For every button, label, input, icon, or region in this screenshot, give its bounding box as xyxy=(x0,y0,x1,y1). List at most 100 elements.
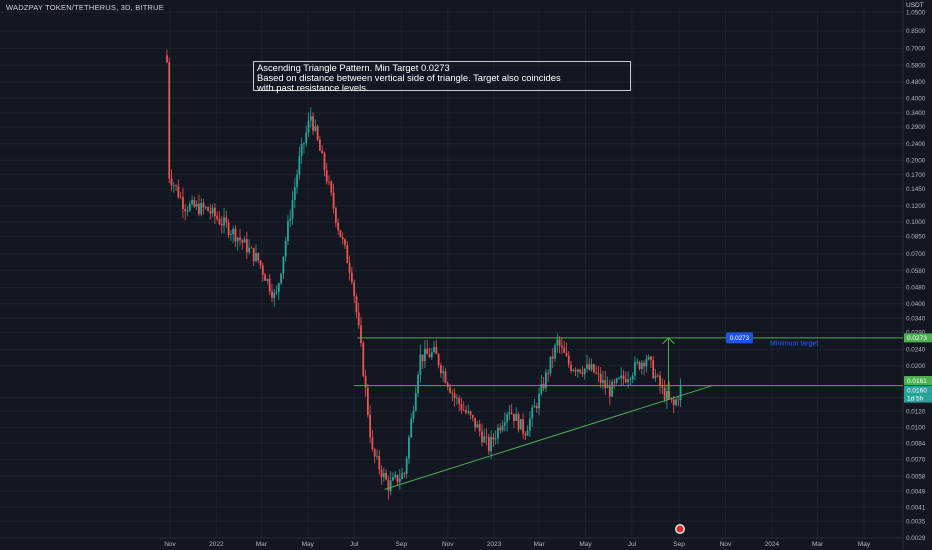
candle-body xyxy=(608,386,611,397)
x-tick-label: 2023 xyxy=(487,541,502,548)
price-axis-badge xyxy=(904,333,932,343)
candle-body xyxy=(414,393,417,411)
candle-body xyxy=(487,436,490,452)
candle-body xyxy=(353,282,356,297)
candle-body xyxy=(186,210,189,212)
candle-body xyxy=(659,375,661,387)
candle-body xyxy=(309,116,312,121)
candle-body xyxy=(289,218,292,221)
minimum-target-label: Minimum target xyxy=(770,340,818,347)
candle-body xyxy=(567,355,570,365)
candle-body xyxy=(191,200,193,205)
candle-body xyxy=(549,356,552,374)
candle-body xyxy=(576,369,579,372)
candle-body xyxy=(424,348,426,362)
candle-body xyxy=(223,217,225,226)
candle-body xyxy=(218,218,221,224)
y-tick-label: 0.3400 xyxy=(906,110,926,117)
y-tick-label: 0.0100 xyxy=(906,425,926,432)
candle-body xyxy=(579,369,582,373)
candle-body xyxy=(615,378,618,383)
candle-body xyxy=(492,437,495,440)
candle-body xyxy=(524,433,527,436)
x-tick-label: Mar xyxy=(256,541,268,548)
candle-body xyxy=(602,380,604,383)
candle-body xyxy=(323,153,326,171)
x-tick-label: May xyxy=(858,541,871,548)
candle-body xyxy=(572,370,575,371)
candle-body xyxy=(558,339,561,346)
candle-body xyxy=(179,197,182,198)
y-tick-label: 0.0070 xyxy=(906,457,926,464)
y-tick-label: 0.4000 xyxy=(906,95,926,102)
candle-body xyxy=(166,55,168,63)
currency-label[interactable]: USDT xyxy=(906,2,924,9)
candle-body xyxy=(460,403,463,410)
price-axis-badge-label: 0.0273 xyxy=(907,335,927,342)
y-tick-label: 0.0400 xyxy=(906,301,926,308)
x-tick-label: 2024 xyxy=(765,541,780,548)
candle-body xyxy=(540,383,543,394)
candle-body xyxy=(355,296,358,313)
candle-body xyxy=(483,436,486,443)
x-tick-label: Nov xyxy=(442,541,454,548)
candle-body xyxy=(677,399,680,401)
candle-body xyxy=(650,356,652,361)
candle-body xyxy=(627,379,630,383)
y-tick-label: 0.4800 xyxy=(906,79,926,86)
candle-body xyxy=(522,419,524,434)
candle-body xyxy=(606,386,609,389)
candle-body xyxy=(252,247,255,262)
candle-body xyxy=(453,393,456,399)
candle-body xyxy=(225,217,228,223)
candle-body xyxy=(588,364,591,370)
candle-body xyxy=(440,365,442,374)
candle-body xyxy=(172,185,175,187)
candle-body xyxy=(506,414,509,423)
candle-body xyxy=(467,411,470,413)
candle-body xyxy=(449,387,451,393)
y-tick-label: 0.0240 xyxy=(906,347,926,354)
candle-body xyxy=(282,256,285,274)
candle-body xyxy=(643,362,645,367)
candle-body xyxy=(513,413,515,421)
candle-body xyxy=(261,265,264,275)
candle-body xyxy=(293,187,296,201)
candle-body xyxy=(583,368,586,375)
candle-body xyxy=(250,247,253,249)
candle-body xyxy=(611,381,614,397)
candle-body xyxy=(403,473,406,475)
candle-body xyxy=(337,222,340,231)
candle-body xyxy=(442,371,445,374)
candle-body xyxy=(385,473,388,480)
candle-body xyxy=(668,391,671,398)
annotation-box[interactable]: Ascending Triangle Pattern. Min Target 0… xyxy=(253,61,631,94)
price-axis-badge xyxy=(904,385,932,395)
candle-body xyxy=(638,361,641,369)
candle-body xyxy=(622,375,625,379)
candle-body xyxy=(535,406,538,409)
candle-body xyxy=(273,292,276,298)
candle-body xyxy=(474,417,477,428)
y-tick-label: 0.0580 xyxy=(906,268,926,275)
candle-body xyxy=(556,339,559,346)
candle-body xyxy=(451,392,454,394)
x-tick-label: Mar xyxy=(812,541,824,548)
countdown-badge xyxy=(904,394,932,403)
annotation-line-3: with past resistance levels. xyxy=(257,82,369,94)
candle-body xyxy=(501,425,504,431)
candle-body xyxy=(570,364,572,371)
candle-body xyxy=(369,414,372,438)
candle-body xyxy=(170,178,173,186)
candle-body xyxy=(426,348,429,355)
candle-body xyxy=(592,364,595,373)
candle-body xyxy=(175,185,177,187)
candle-body xyxy=(533,406,536,408)
candle-body xyxy=(412,410,415,419)
candle-body xyxy=(446,382,449,388)
candle-body xyxy=(672,399,675,406)
candle-body xyxy=(394,474,397,478)
y-tick-label: 0.5800 xyxy=(906,62,926,69)
candle-body xyxy=(469,411,472,416)
